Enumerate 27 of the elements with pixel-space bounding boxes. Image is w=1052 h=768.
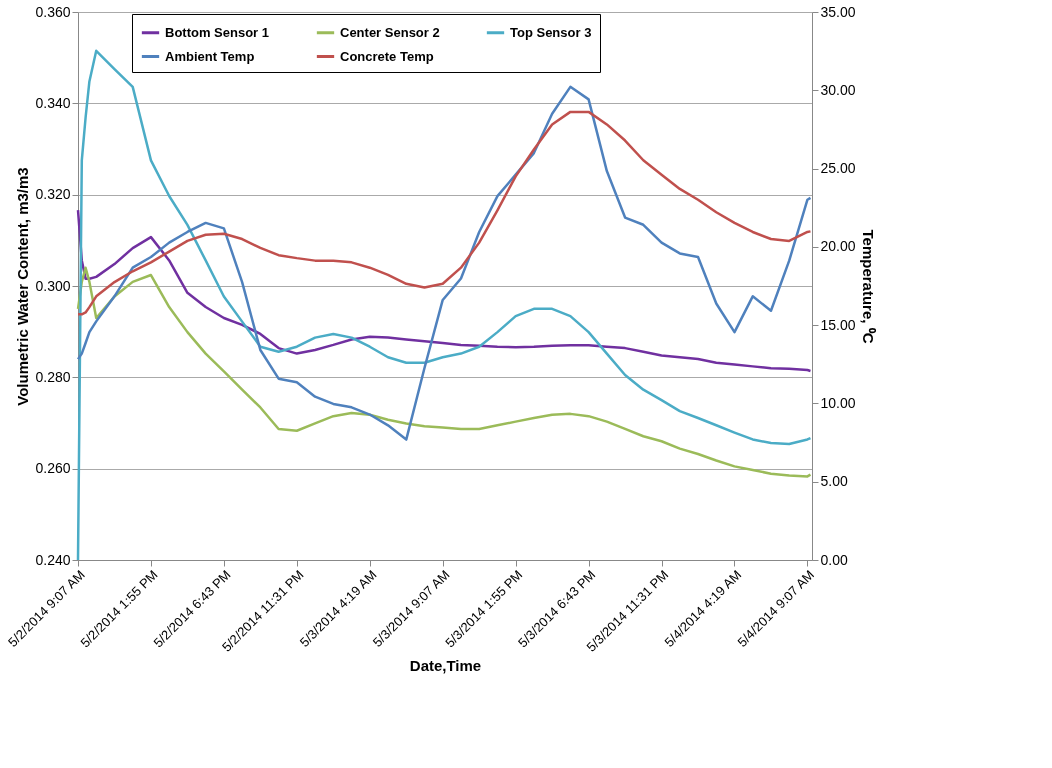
line-series [76, 110, 812, 316]
y-tick-label: 0.360 [35, 3, 71, 20]
y2-tick-label: 30.00 [820, 81, 856, 98]
x-axis-title: Date,Time [409, 656, 482, 674]
y-tick-label: 0.260 [35, 460, 71, 477]
legend-label: Top Sensor 3 [510, 24, 592, 40]
legend-label: Concrete Temp [340, 48, 434, 64]
y2-tick-label: 10.00 [820, 394, 856, 411]
y-tick-label: 0.340 [35, 94, 71, 111]
line-series [76, 208, 812, 373]
legend-label: Bottom Sensor 1 [165, 24, 270, 40]
y2-axis-title: Temperature, ⁰C [859, 229, 877, 344]
y2-tick-label: 5.00 [820, 473, 848, 490]
legend-label: Center Sensor 2 [340, 24, 440, 40]
y-tick-label: 0.240 [35, 551, 71, 568]
y-axis-title: Volumetric Water Content, m3/m3 [14, 167, 32, 406]
y2-tick-label: 20.00 [820, 238, 856, 255]
y2-tick-label: 15.00 [820, 316, 856, 333]
y-tick-label: 0.280 [35, 368, 71, 385]
y-tick-label: 0.300 [35, 277, 71, 294]
y-tick-label: 0.320 [35, 186, 71, 203]
y2-tick-label: 25.00 [820, 160, 856, 177]
legend-label: Ambient Temp [165, 48, 255, 64]
y2-tick-label: 35.00 [820, 3, 856, 20]
line-series [76, 266, 812, 478]
y2-tick-label: 0.00 [820, 551, 848, 568]
line-series [76, 85, 812, 441]
